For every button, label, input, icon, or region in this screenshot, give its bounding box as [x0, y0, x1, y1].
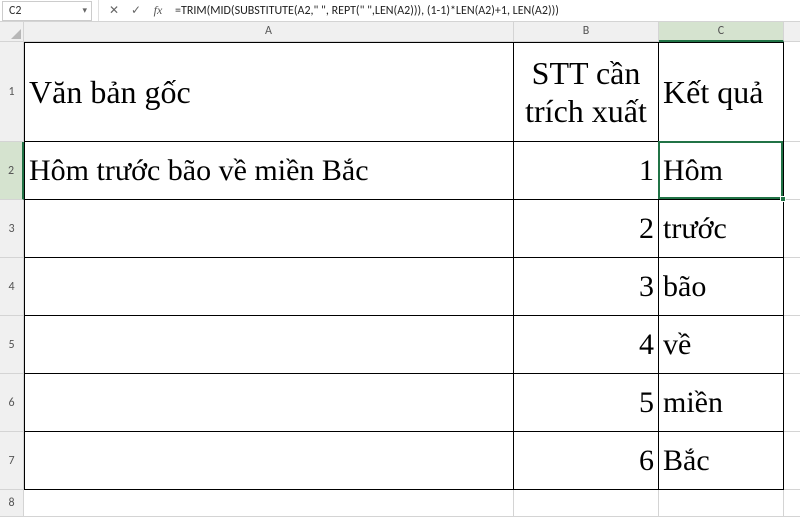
- row-header-1[interactable]: 1: [0, 42, 24, 142]
- cell-b3[interactable]: 2: [514, 200, 659, 258]
- cell-text: bão: [663, 270, 706, 304]
- table-row: 2 trước: [24, 200, 800, 258]
- cell-blank[interactable]: [784, 432, 800, 490]
- col-header-blank: [784, 22, 800, 42]
- cell-a2[interactable]: Hôm trước bão về miền Bắc: [24, 142, 514, 200]
- row-header-8[interactable]: 8: [0, 490, 24, 517]
- cell-blank[interactable]: [784, 142, 800, 200]
- cell-blank[interactable]: [784, 258, 800, 316]
- table-row: 6 Bắc: [24, 432, 800, 490]
- cell-text: 2: [639, 212, 654, 246]
- cell-c6[interactable]: miền: [659, 374, 784, 432]
- cell-b6[interactable]: 5: [514, 374, 659, 432]
- cell-b2[interactable]: 1: [514, 142, 659, 200]
- row-headers: 1 2 3 4 5 6 7 8: [0, 42, 24, 517]
- table-row: Văn bản gốc STT cần trích xuất Kết quả: [24, 42, 800, 142]
- cell-text: 1: [639, 154, 654, 188]
- cell-blank[interactable]: [784, 316, 800, 374]
- row-header-2[interactable]: 2: [0, 142, 24, 200]
- cell-a4[interactable]: [24, 258, 514, 316]
- table-row: 3 bão: [24, 258, 800, 316]
- cell-b4[interactable]: 3: [514, 258, 659, 316]
- name-box[interactable]: C2 ▾: [2, 1, 92, 21]
- cell-text: 4: [639, 328, 654, 362]
- cell-text: 6: [639, 444, 654, 478]
- fx-icon[interactable]: fx: [147, 3, 169, 18]
- cell-c5[interactable]: về: [659, 316, 784, 374]
- cell-c7[interactable]: Bắc: [659, 432, 784, 490]
- cell-blank[interactable]: [784, 200, 800, 258]
- cell-blank[interactable]: [784, 42, 800, 142]
- cell-text: trước: [663, 212, 727, 246]
- col-header-a[interactable]: A: [24, 22, 514, 42]
- row-header-4[interactable]: 4: [0, 258, 24, 316]
- divider: [98, 0, 99, 21]
- cell-a8[interactable]: [24, 490, 514, 517]
- cell-c3[interactable]: trước: [659, 200, 784, 258]
- fill-handle[interactable]: [780, 196, 786, 202]
- col-header-c[interactable]: C: [659, 22, 784, 42]
- row-header-7[interactable]: 7: [0, 432, 24, 490]
- col-header-b[interactable]: B: [514, 22, 659, 42]
- row-header-5[interactable]: 5: [0, 316, 24, 374]
- name-box-value: C2: [9, 4, 21, 18]
- cells-area: Văn bản gốc STT cần trích xuất Kết quả H…: [24, 42, 800, 517]
- table-row: 5 miền: [24, 374, 800, 432]
- accept-formula-icon[interactable]: ✓: [125, 3, 147, 18]
- cancel-formula-icon[interactable]: ✕: [103, 3, 125, 18]
- chevron-down-icon[interactable]: ▾: [82, 5, 87, 16]
- formula-bar: C2 ▾ ✕ ✓ fx =TRIM(MID(SUBSTITUTE(A2," ",…: [0, 0, 800, 22]
- cell-text: STT cần trích xuất: [518, 54, 654, 131]
- cell-text: Bắc: [663, 444, 710, 478]
- cell-a1[interactable]: Văn bản gốc: [24, 42, 514, 142]
- cell-a3[interactable]: [24, 200, 514, 258]
- table-row: [24, 490, 800, 517]
- cell-text: miền: [663, 386, 723, 420]
- cell-a5[interactable]: [24, 316, 514, 374]
- table-row: 4 về: [24, 316, 800, 374]
- spreadsheet-grid: A B C 1 2 3 4 5 6 7 8 Văn bản gốc STT cầ…: [0, 22, 800, 521]
- cell-text: 3: [639, 270, 654, 304]
- formula-input[interactable]: =TRIM(MID(SUBSTITUTE(A2," ", REPT(" ",LE…: [169, 4, 800, 18]
- cell-c1[interactable]: Kết quả: [659, 42, 784, 142]
- cell-b1[interactable]: STT cần trích xuất: [514, 42, 659, 142]
- row-header-6[interactable]: 6: [0, 374, 24, 432]
- cell-text: Hôm trước bão về miền Bắc: [29, 154, 369, 188]
- select-all-corner[interactable]: [0, 22, 24, 42]
- cell-b7[interactable]: 6: [514, 432, 659, 490]
- cell-text: Kết quả: [663, 73, 763, 111]
- table-row: Hôm trước bão về miền Bắc 1 Hôm: [24, 142, 800, 200]
- column-headers: A B C: [0, 22, 800, 42]
- cell-text: 5: [639, 386, 654, 420]
- cell-a7[interactable]: [24, 432, 514, 490]
- cell-blank[interactable]: [784, 490, 800, 517]
- cell-a6[interactable]: [24, 374, 514, 432]
- cell-text: Hôm: [663, 154, 723, 188]
- row-header-3[interactable]: 3: [0, 200, 24, 258]
- cell-c4[interactable]: bão: [659, 258, 784, 316]
- cell-c8[interactable]: [659, 490, 784, 517]
- cell-blank[interactable]: [784, 374, 800, 432]
- cell-text: Văn bản gốc: [29, 73, 191, 111]
- cell-c2[interactable]: Hôm: [659, 142, 784, 200]
- cell-b5[interactable]: 4: [514, 316, 659, 374]
- cell-text: về: [663, 328, 691, 362]
- cell-b8[interactable]: [514, 490, 659, 517]
